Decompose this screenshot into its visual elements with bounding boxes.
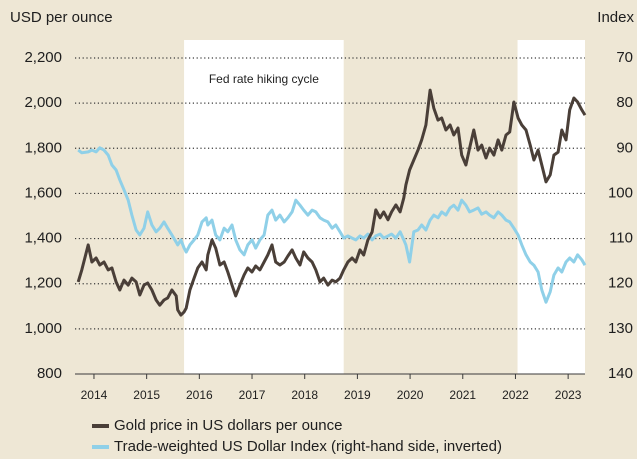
series-line [77,146,587,304]
x-tick-label: 2017 [239,388,266,402]
y-tick-label: 1,000 [24,320,62,337]
y2-tick-label: 100 [608,184,633,201]
y2-tick-label: 120 [608,275,633,292]
y2-tick-label: 80 [616,94,633,111]
y-tick-label: 1,400 [24,230,62,247]
y2-tick-label: 90 [616,139,633,156]
y-axis-label: USD per ounce [10,9,113,26]
legend-label: Trade-weighted US Dollar Index (right-ha… [114,438,502,455]
y-tick-label: 800 [37,365,62,382]
x-tick-label: 2020 [397,388,424,402]
y-tick-label: 2,000 [24,94,62,111]
y2-tick-label: 140 [608,365,633,382]
y2-tick-label: 130 [608,320,633,337]
y2-tick-label: 70 [616,49,633,66]
x-tick-label: 2021 [449,388,476,402]
y2-tick-label: 110 [609,230,633,247]
series-line [76,88,587,317]
highlight-period [517,40,585,374]
x-tick-label: 2014 [81,388,108,402]
x-tick-label: 2015 [133,388,160,402]
highlight-period [184,40,344,374]
y-tick-label: 2,200 [24,49,62,66]
y-tick-label: 1,800 [24,139,62,156]
legend-label: Gold price in US dollars per ounce [114,417,342,434]
x-tick-label: 2018 [291,388,318,402]
x-tick-label: 2019 [344,388,371,402]
x-tick-label: 2023 [555,388,582,402]
x-tick-label: 2016 [186,388,213,402]
annotation: Fed rate hiking cycle [209,72,319,86]
y-tick-label: 1,600 [24,184,62,201]
x-tick-label: 2022 [502,388,529,402]
y-tick-label: 1,200 [24,275,62,292]
y2-axis-label: Index [597,9,634,26]
